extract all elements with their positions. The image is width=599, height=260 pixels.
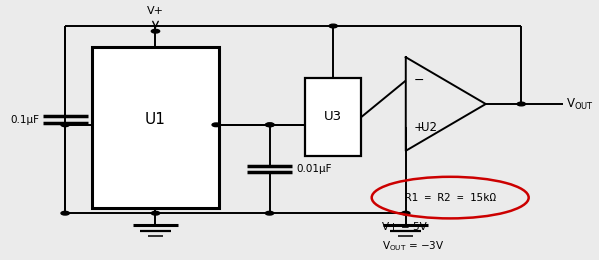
Bar (92, 47, 219, 208)
Text: V$_\mathregular{OUT}$ = −3V: V$_\mathregular{OUT}$ = −3V (382, 239, 444, 253)
Circle shape (61, 123, 69, 127)
Text: 0.01µF: 0.01µF (297, 164, 332, 174)
Circle shape (329, 24, 337, 28)
Text: +: + (413, 121, 424, 134)
Circle shape (152, 211, 160, 215)
Text: U2: U2 (422, 121, 437, 134)
Text: V+: V+ (147, 6, 164, 16)
Circle shape (61, 211, 69, 215)
Circle shape (265, 211, 274, 215)
Circle shape (152, 29, 160, 33)
Text: U1: U1 (145, 112, 166, 127)
Text: V$_\mathregular{OUT}$: V$_\mathregular{OUT}$ (565, 96, 593, 112)
Text: 0.1µF: 0.1µF (11, 115, 40, 125)
Circle shape (401, 211, 410, 215)
Text: U3: U3 (324, 110, 342, 124)
Text: −: − (413, 74, 424, 87)
Text: V+ = 5V: V+ = 5V (382, 223, 427, 232)
Bar (305, 78, 361, 156)
Text: R1 = R2 = 15kΩ: R1 = R2 = 15kΩ (405, 193, 496, 203)
Circle shape (265, 123, 274, 127)
Circle shape (517, 102, 525, 106)
Circle shape (266, 123, 274, 127)
Circle shape (212, 123, 220, 127)
